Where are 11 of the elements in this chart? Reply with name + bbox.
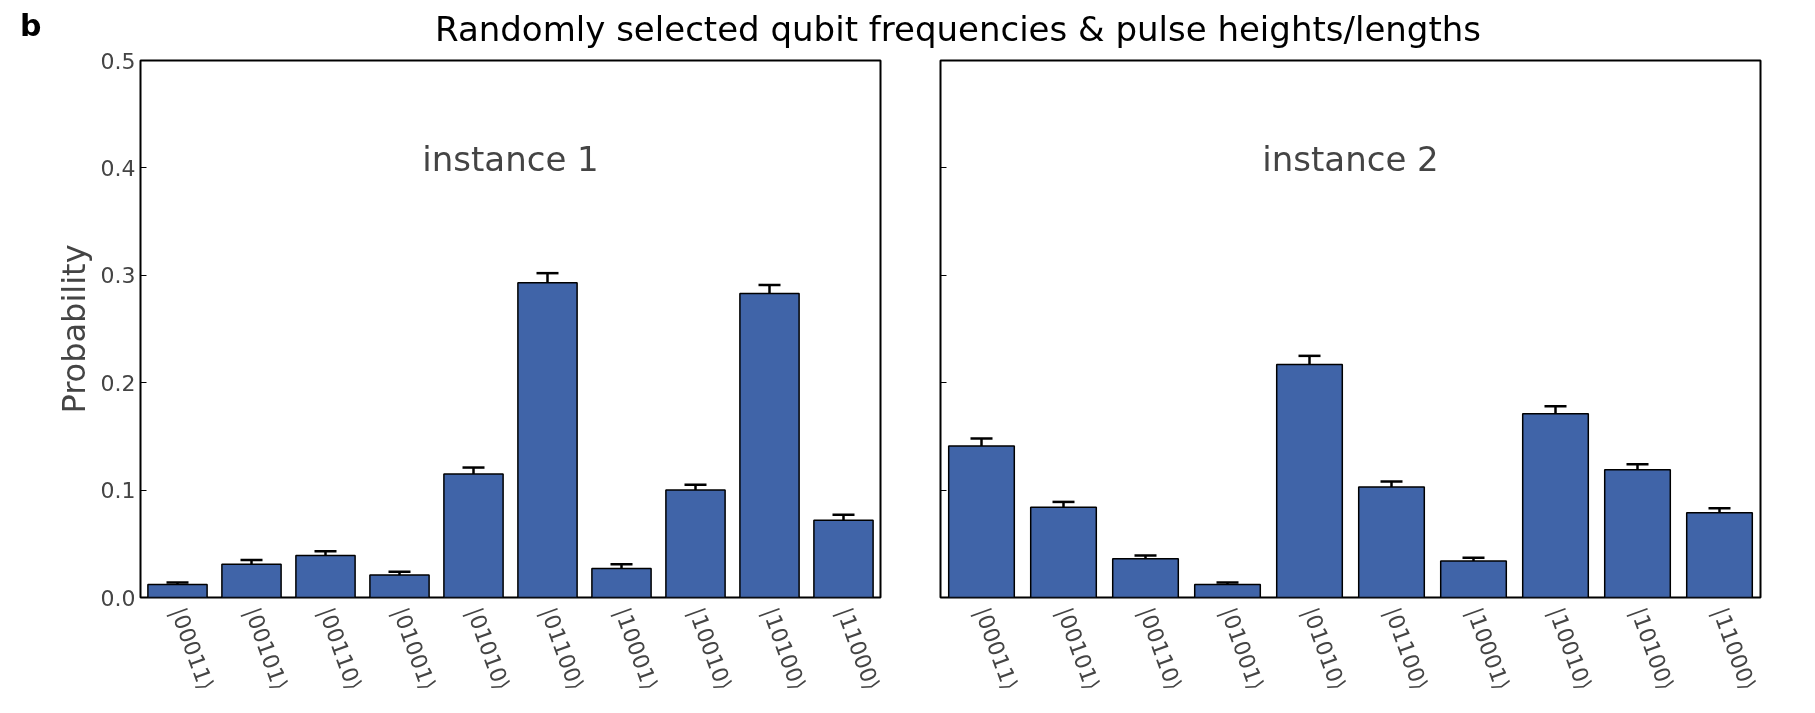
y-tick-label: 0.5 bbox=[100, 48, 136, 74]
annotation: instance 2 bbox=[1262, 138, 1439, 179]
y-tick-label: 0.4 bbox=[100, 155, 136, 181]
text: Randomly selected qubit frequencies & pulse heights/lengths bbox=[435, 8, 1482, 51]
text: b bbox=[20, 7, 42, 45]
y-tick-label: 0.2 bbox=[100, 370, 136, 396]
annotation: instance 1 bbox=[422, 138, 599, 179]
y-tick-label: 0.1 bbox=[100, 478, 136, 504]
y-axis-title: Probability bbox=[54, 244, 93, 414]
y-tick-label: 0.0 bbox=[100, 585, 136, 611]
y-tick-label: 0.3 bbox=[100, 263, 136, 289]
